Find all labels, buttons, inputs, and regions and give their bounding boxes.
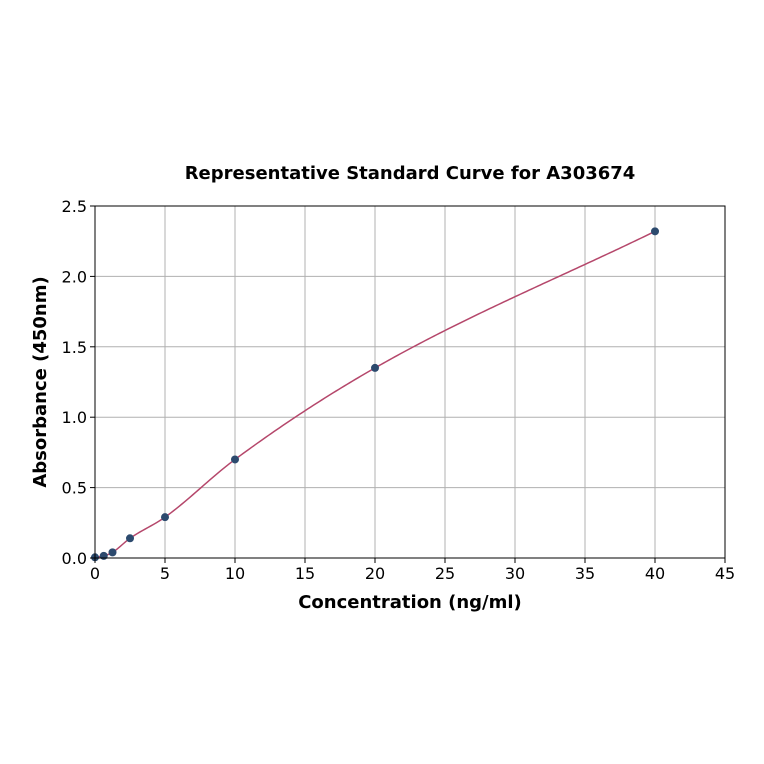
data-point bbox=[651, 227, 659, 236]
x-tick-label: 35 bbox=[575, 564, 595, 583]
x-tick-label: 45 bbox=[715, 564, 735, 583]
x-tick-label: 25 bbox=[435, 564, 455, 583]
y-axis-label: Absorbance (450nm) bbox=[30, 276, 51, 487]
data-point bbox=[371, 363, 379, 372]
chart-title: Representative Standard Curve for A30367… bbox=[185, 163, 636, 184]
y-tick-label: 0.5 bbox=[62, 479, 87, 498]
y-tick-label: 2.5 bbox=[62, 197, 87, 216]
x-tick-label: 0 bbox=[90, 564, 100, 583]
y-tick-label: 2.0 bbox=[62, 267, 87, 286]
y-tick-label: 1.0 bbox=[62, 408, 87, 427]
x-axis-ticks: 0 5 10 15 20 25 30 35 40 45 bbox=[90, 558, 735, 583]
x-tick-label: 30 bbox=[505, 564, 525, 583]
data-point bbox=[161, 513, 169, 522]
grid bbox=[94, 205, 726, 559]
y-axis-ticks: 0.0 0.5 1.0 1.5 2.0 2.5 bbox=[62, 197, 95, 568]
data-point bbox=[231, 455, 239, 464]
x-tick-label: 10 bbox=[225, 564, 245, 583]
x-tick-label: 5 bbox=[160, 564, 170, 583]
x-tick-label: 40 bbox=[645, 564, 665, 583]
data-point bbox=[108, 548, 117, 557]
plot-frame bbox=[94, 205, 726, 559]
data-point bbox=[99, 551, 108, 560]
y-tick-label: 0.0 bbox=[62, 549, 87, 568]
y-tick-label: 1.5 bbox=[62, 338, 87, 357]
x-axis-label: Concentration (ng/ml) bbox=[298, 592, 522, 613]
x-tick-label: 20 bbox=[365, 564, 385, 583]
x-tick-label: 15 bbox=[295, 564, 315, 583]
data-point bbox=[126, 534, 134, 543]
